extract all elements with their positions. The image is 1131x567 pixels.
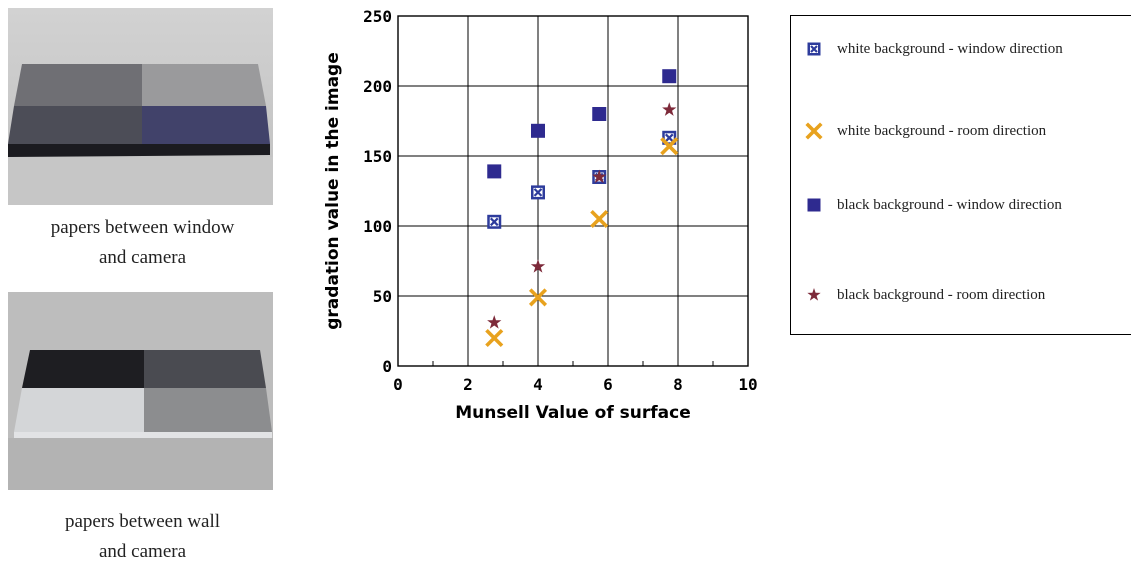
x-tick-label: 4 — [533, 375, 543, 394]
x-axis-title: Munsell Value of surface — [455, 403, 691, 423]
caption-line: and camera — [98, 541, 187, 562]
data-point — [592, 169, 607, 184]
x-tick-label: 0 — [393, 375, 403, 394]
legend-item: white background - window direction — [805, 40, 1125, 58]
caption-line: papers between wall — [64, 511, 221, 532]
legend-marker-icon — [807, 288, 821, 301]
data-point — [531, 123, 545, 138]
y-tick-label: 100 — [363, 217, 392, 236]
data-point — [531, 185, 545, 200]
legend-label: black background - room direction — [837, 287, 1046, 303]
photo-caption-window: papers between window and camera — [0, 213, 285, 273]
caption-line: papers between window — [50, 217, 235, 238]
point-marker — [807, 198, 821, 212]
y-tick-label: 50 — [373, 287, 392, 306]
data-point — [592, 107, 607, 121]
data-point — [528, 288, 548, 307]
x-tick-label: 2 — [463, 375, 473, 394]
legend-label: white background - room direction — [837, 123, 1047, 139]
legend-item: black background - room direction — [805, 286, 1125, 304]
point-marker — [807, 288, 821, 301]
legend-item: black background - window direction — [805, 196, 1125, 214]
data-point — [487, 164, 502, 179]
y-tick-label: 150 — [363, 147, 392, 166]
photo-caption-wall: papers between wall and camera — [0, 507, 285, 567]
caption-line: and camera — [98, 247, 187, 268]
x-tick-label: 8 — [673, 375, 683, 394]
y-tick-label: 0 — [382, 357, 392, 376]
chart-legend: white background - window direction white… — [790, 15, 1131, 335]
data-point — [660, 137, 679, 156]
point-marker — [805, 122, 823, 140]
legend-label: black background - window direction — [837, 197, 1062, 213]
y-axis-title: gradation value in the image — [323, 52, 343, 330]
plot-area — [398, 16, 748, 366]
data-point — [487, 214, 502, 229]
photo-papers-wall — [8, 292, 273, 490]
legend-label: white background - window direction — [837, 41, 1063, 57]
legend-marker-icon — [805, 122, 823, 140]
data-point — [662, 69, 677, 84]
data-point — [485, 328, 504, 348]
y-tick-label: 250 — [363, 7, 392, 26]
legend-marker-icon — [807, 42, 821, 56]
legend-marker-icon — [807, 198, 821, 212]
data-point — [590, 209, 609, 229]
data-point — [487, 315, 502, 329]
x-tick-label: 6 — [603, 375, 613, 394]
data-point — [662, 102, 677, 116]
data-point — [530, 259, 546, 273]
point-marker — [807, 42, 821, 56]
legend-item: white background - room direction — [805, 122, 1125, 140]
photo-papers-window — [8, 8, 273, 205]
x-tick-label: 10 — [738, 375, 757, 394]
y-tick-label: 200 — [363, 77, 392, 96]
